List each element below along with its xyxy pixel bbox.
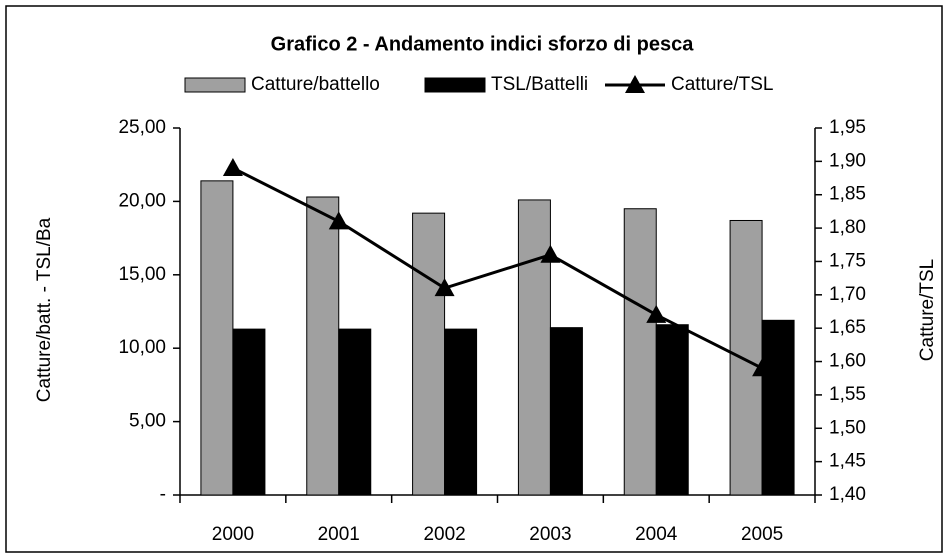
bar — [200, 180, 234, 496]
y2-tick-label: 1,65 — [829, 317, 866, 338]
y-tick-label: 5,00 — [129, 411, 166, 432]
legend-marker — [625, 75, 645, 93]
bar — [338, 328, 372, 496]
y2-tick-label: 1,80 — [829, 217, 866, 238]
line-marker — [328, 211, 349, 230]
bar — [655, 324, 689, 496]
y2-tick-label: 1,90 — [829, 150, 866, 171]
y-tick-label: 10,00 — [118, 337, 166, 358]
x-tick-label: 2001 — [318, 524, 360, 545]
y2-tick-label: 1,70 — [829, 284, 866, 305]
legend-label: Catture/battello — [251, 74, 380, 95]
legend-swatch — [184, 77, 246, 93]
y2-tick-label: 1,95 — [829, 117, 866, 138]
bar — [306, 196, 340, 496]
line-marker — [222, 158, 243, 177]
bar — [729, 219, 763, 496]
line — [232, 166, 763, 370]
bar — [517, 199, 551, 496]
y2-tick-label: 1,60 — [829, 351, 866, 372]
line-marker — [434, 278, 455, 297]
y-tick-label: 15,00 — [118, 264, 166, 285]
x-tick-label: 2000 — [212, 524, 254, 545]
line-marker — [646, 304, 667, 323]
y2-tick-label: 1,45 — [829, 451, 866, 472]
x-tick-label: 2002 — [423, 524, 465, 545]
x-tick-label: 2003 — [529, 524, 571, 545]
y-tick-label: 20,00 — [118, 190, 166, 211]
legend-label: TSL/Battelli — [491, 74, 588, 95]
bar — [412, 212, 446, 496]
y2-tick-label: 1,50 — [829, 417, 866, 438]
bar — [761, 319, 795, 496]
bar — [623, 208, 657, 496]
y2-tick-label: 1,55 — [829, 384, 866, 405]
legend-label: Catture/TSL — [671, 74, 773, 95]
y2-axis-label: Catture/TSL — [917, 259, 938, 361]
legend-swatch — [424, 77, 486, 93]
y-axis-label: Catture/batt. - TSL/Ba — [34, 217, 55, 402]
chart-title: Grafico 2 - Andamento indici sforzo di p… — [271, 33, 695, 55]
y-tick-label: 25,00 — [118, 117, 166, 138]
line-marker — [752, 358, 773, 377]
y2-tick-label: 1,85 — [829, 184, 866, 205]
y2-tick-label: 1,75 — [829, 250, 866, 271]
y2-tick-label: 1,40 — [829, 484, 866, 505]
x-tick-label: 2005 — [741, 524, 783, 545]
line-marker — [540, 244, 561, 263]
bar — [549, 327, 583, 496]
y-tick-label: - — [160, 484, 166, 505]
x-tick-label: 2004 — [635, 524, 678, 545]
bar — [232, 328, 266, 496]
bar — [444, 328, 478, 496]
